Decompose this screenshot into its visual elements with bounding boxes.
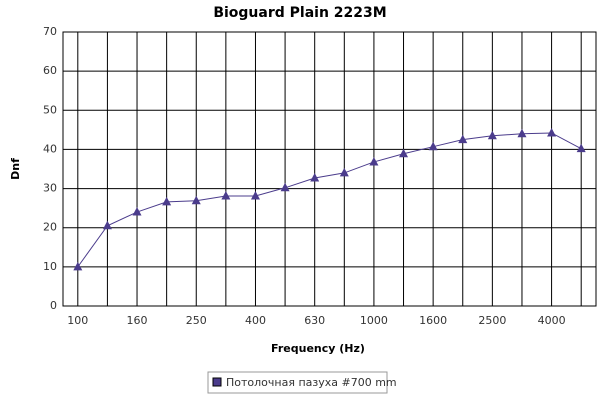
legend-swatch bbox=[212, 377, 222, 387]
point-marker bbox=[132, 207, 142, 216]
point-marker bbox=[369, 156, 379, 166]
y-tick-label: 60 bbox=[43, 64, 57, 77]
x-tick-label: 160 bbox=[127, 314, 148, 327]
x-tick-label: 1000 bbox=[360, 314, 388, 327]
y-tick-label: 40 bbox=[43, 142, 57, 155]
y-tick-label: 50 bbox=[43, 103, 57, 116]
x-tick-label: 2500 bbox=[478, 314, 506, 327]
y-tick-label: 0 bbox=[50, 299, 57, 312]
x-tick-label: 250 bbox=[186, 314, 207, 327]
plot-area bbox=[62, 31, 597, 307]
legend-label: Потолочная пазуха #700 mm bbox=[226, 376, 397, 389]
point-marker bbox=[221, 191, 231, 200]
point-marker bbox=[280, 182, 290, 192]
point-marker bbox=[399, 148, 409, 158]
x-tick-label: 4000 bbox=[538, 314, 566, 327]
point-marker bbox=[547, 127, 557, 137]
point-marker bbox=[487, 130, 497, 140]
point-marker bbox=[339, 167, 349, 177]
point-marker bbox=[458, 134, 468, 144]
chart-title: Bioguard Plain 2223M bbox=[213, 5, 386, 21]
point-marker bbox=[191, 195, 201, 205]
point-marker bbox=[102, 220, 112, 230]
x-axis-title: Frequency (Hz) bbox=[271, 342, 365, 355]
point-marker bbox=[428, 141, 438, 151]
point-marker bbox=[73, 261, 83, 271]
x-tick-label: 1600 bbox=[419, 314, 447, 327]
y-axis-title: Dnf bbox=[9, 158, 22, 180]
point-marker bbox=[162, 196, 172, 206]
point-marker bbox=[250, 191, 260, 200]
y-tick-label: 30 bbox=[43, 182, 57, 195]
series-line bbox=[77, 132, 582, 268]
y-tick-label: 10 bbox=[43, 260, 57, 273]
y-tick-label: 70 bbox=[43, 25, 57, 38]
y-tick-label: 20 bbox=[43, 221, 57, 234]
x-tick-label: 400 bbox=[245, 314, 266, 327]
x-tick-label: 100 bbox=[67, 314, 88, 327]
point-marker bbox=[310, 173, 320, 182]
x-tick-label: 630 bbox=[304, 314, 325, 327]
legend-box bbox=[207, 371, 388, 394]
point-marker bbox=[576, 143, 586, 153]
point-marker bbox=[517, 128, 527, 138]
